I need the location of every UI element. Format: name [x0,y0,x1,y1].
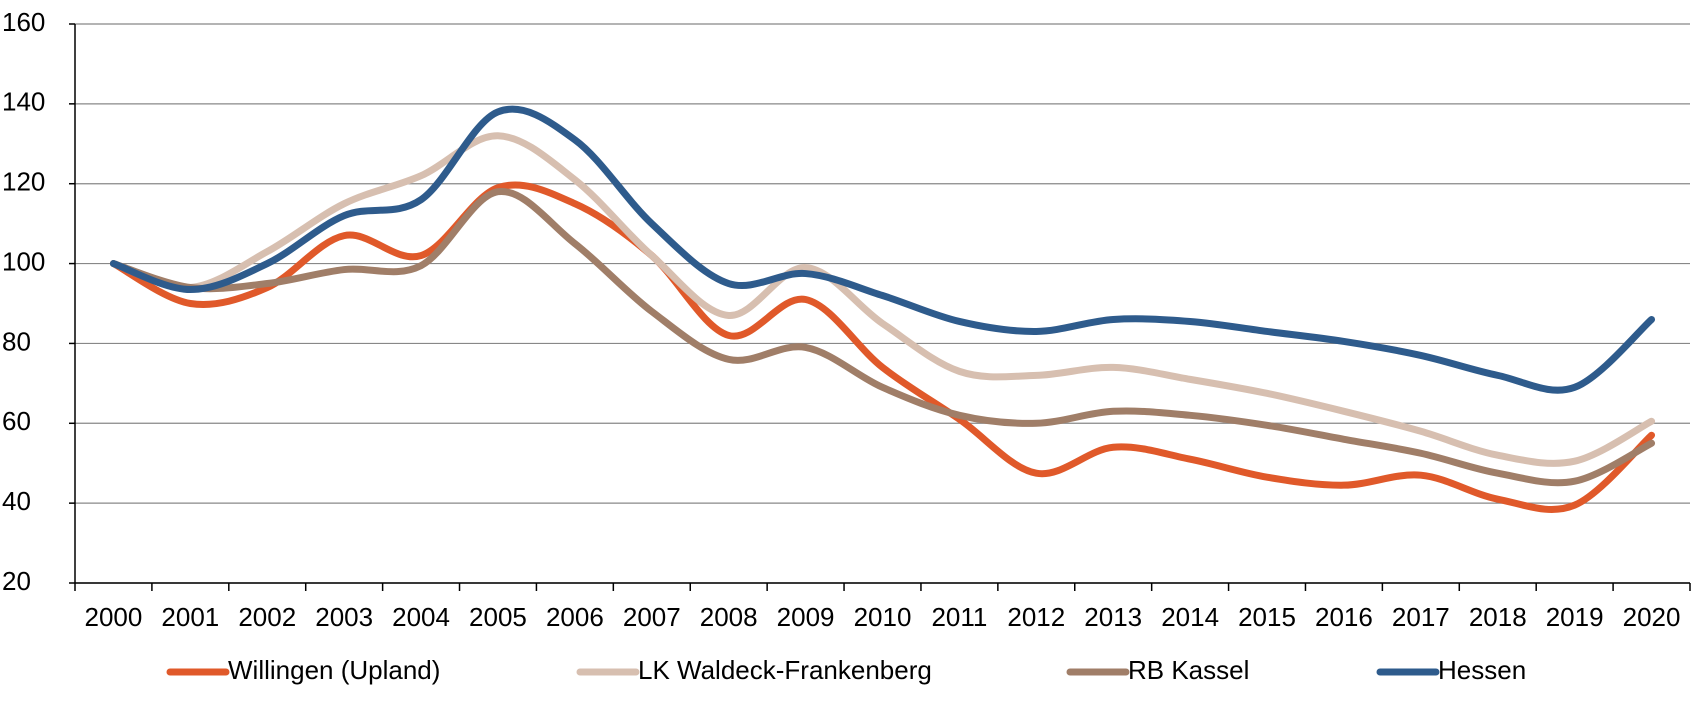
x-tick-label: 2001 [161,602,219,632]
legend-label: Willingen (Upland) [228,655,440,685]
x-tick-label: 2015 [1238,602,1296,632]
x-tick-label: 2013 [1084,602,1142,632]
y-tick-label: 140 [2,87,45,117]
x-tick-label: 2016 [1315,602,1373,632]
series-line [109,188,1656,487]
y-tick-label: 100 [2,246,45,276]
x-tick-label: 2017 [1392,602,1450,632]
y-tick-label: 40 [2,486,31,516]
legend-label: RB Kassel [1128,655,1249,685]
y-tick-label: 60 [2,406,31,436]
x-tick-label: 2020 [1623,602,1681,632]
x-tick-label: 2018 [1469,602,1527,632]
x-tick-label: 2010 [854,602,912,632]
y-tick-label: 80 [2,326,31,356]
x-tick-label: 2007 [623,602,681,632]
x-tick-label: 2014 [1161,602,1219,632]
series-line [109,105,1656,394]
x-tick-label: 2011 [931,602,987,632]
y-tick-label: 120 [2,167,45,197]
x-tick-label: 2006 [546,602,604,632]
x-tick-label: 2000 [85,602,143,632]
x-tick-label: 2019 [1546,602,1604,632]
legend-label: Hessen [1438,655,1526,685]
x-tick-label: 2012 [1007,602,1065,632]
series-line [109,132,1656,467]
series-line [109,181,1656,513]
y-tick-label: 160 [2,7,45,37]
legend-label: LK Waldeck-Frankenberg [638,655,932,685]
x-tick-label: 2004 [392,602,450,632]
x-tick-label: 2008 [700,602,758,632]
x-tick-label: 2002 [238,602,296,632]
x-tick-label: 2003 [315,602,373,632]
x-tick-label: 2009 [777,602,835,632]
y-tick-label: 20 [2,566,31,596]
x-tick-label: 2005 [469,602,527,632]
